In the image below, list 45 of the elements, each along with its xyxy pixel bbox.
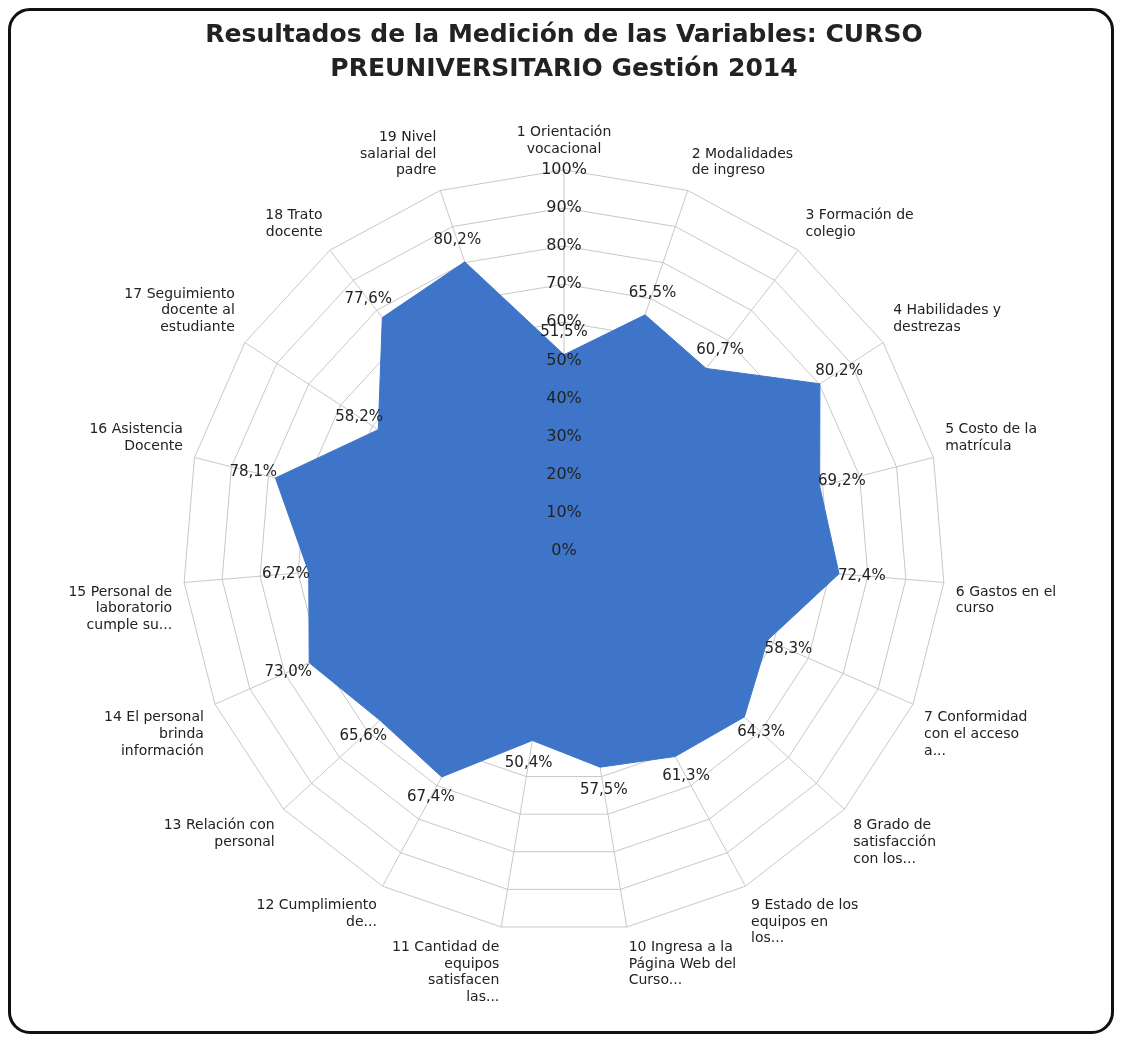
spoke-label: 13 Relación con personal <box>163 816 275 850</box>
data-label: 67,4% <box>407 786 455 805</box>
y-tick-label: 40% <box>546 387 582 407</box>
y-tick-label: 70% <box>546 273 582 293</box>
spoke-label: 10 Ingresa a la Página Web del Curso... <box>628 937 737 988</box>
data-label: 61,3% <box>662 766 710 785</box>
y-tick-label: 50% <box>546 349 582 369</box>
data-label: 50,4% <box>504 752 553 771</box>
spoke-label: 11 Cantidad de equipos satisfacen las... <box>392 937 500 1005</box>
spoke-label: 14 El personal brinda información <box>104 707 204 758</box>
data-label: 72,4% <box>837 565 886 584</box>
data-label: 65,6% <box>339 725 388 744</box>
y-tick-label: 20% <box>546 463 582 483</box>
spoke-label: 2 Modalidades de ingreso <box>691 144 794 178</box>
spoke-label: 5 Costo de la matrícula <box>945 419 1038 453</box>
spoke-label: 6 Gastos en el curso <box>955 582 1057 616</box>
spoke-label: 18 Trato docente <box>265 206 323 239</box>
data-label: 65,5% <box>628 283 677 302</box>
spoke-label: 17 Seguimiento docente al estudiante <box>124 284 235 335</box>
data-label: 58,3% <box>764 639 813 658</box>
spoke-label: 1 Orientación vocacional <box>516 123 612 157</box>
y-tick-label: 10% <box>546 502 582 522</box>
chart-title: Resultados de la Medición de las Variables: CURSO PREUNIVERSITARIO Gestión 2014 <box>204 18 924 84</box>
spoke-label: 12 Cumplimiento de... <box>256 895 377 929</box>
data-label: 80,2% <box>433 230 482 249</box>
spoke-label: 16 Asistencia Docente <box>89 419 183 453</box>
data-label: 80,2% <box>815 361 863 380</box>
y-tick-label: 100% <box>541 158 587 178</box>
spoke-label: 8 Grado de satisfacción con los... <box>853 816 937 866</box>
data-label: 60,7% <box>696 340 744 359</box>
data-label: 77,6% <box>344 289 393 308</box>
spoke-label: 19 Nivel salarial del padre <box>360 127 437 178</box>
data-label: 78,1% <box>229 462 278 481</box>
spoke-label: 9 Estado de los equipos en los... <box>751 895 859 946</box>
spoke-label: 4 Habilidades y destrezas <box>893 301 1002 335</box>
data-label: 64,3% <box>737 722 785 741</box>
y-tick-label: 30% <box>546 425 582 445</box>
y-tick-label: 80% <box>546 235 582 255</box>
spoke-label: 7 Conformidad con el acceso a... <box>924 707 1028 758</box>
spoke-label: 15 Personal de laboratorio cumple su... <box>68 582 173 633</box>
y-tick-label: 90% <box>546 197 582 217</box>
data-label: 73,0% <box>264 661 313 680</box>
y-tick-label: 0% <box>551 540 577 560</box>
data-label: 57,5% <box>580 779 628 798</box>
spoke-label: 3 Formación de colegio <box>805 206 914 239</box>
